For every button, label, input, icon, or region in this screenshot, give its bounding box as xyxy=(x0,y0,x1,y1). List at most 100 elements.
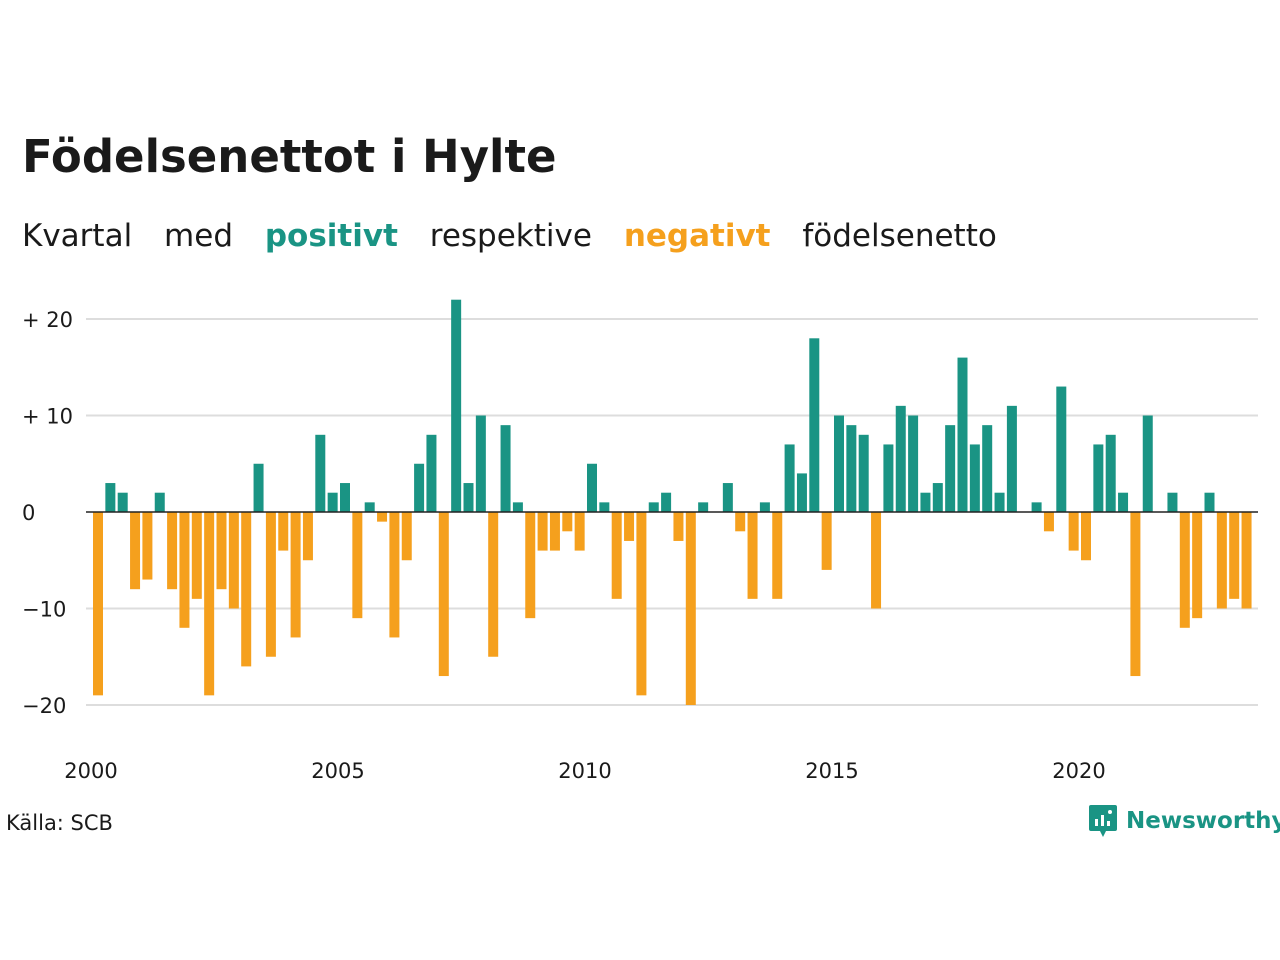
x-tick-label: 2005 xyxy=(311,759,364,783)
bar xyxy=(784,444,795,512)
bar xyxy=(821,512,832,570)
bar xyxy=(1142,415,1153,512)
bar xyxy=(982,425,993,512)
bar xyxy=(834,415,844,512)
bar xyxy=(1105,434,1116,512)
bar xyxy=(747,512,758,599)
bar xyxy=(1130,512,1141,677)
bar xyxy=(636,512,647,696)
bar xyxy=(302,512,313,561)
bar xyxy=(327,492,338,512)
x-tick-label: 2010 xyxy=(558,759,611,783)
bar xyxy=(451,299,462,512)
bar xyxy=(401,512,412,561)
bar xyxy=(587,463,597,512)
bar xyxy=(883,444,894,512)
bar xyxy=(352,512,363,619)
bar xyxy=(1031,502,1042,512)
y-tick-label: + 20 xyxy=(22,308,73,332)
bar xyxy=(673,512,684,541)
subtitle-word-fodelsenetto: födelsenetto xyxy=(802,218,997,254)
bar xyxy=(1179,512,1190,628)
subtitle-word-respektive: respektive xyxy=(429,218,592,254)
bar xyxy=(624,512,635,541)
bar xyxy=(130,512,141,590)
bar xyxy=(920,492,931,512)
newsworthy-logo: Newsworthy xyxy=(1088,803,1280,839)
bar xyxy=(117,492,128,512)
bar xyxy=(475,415,486,512)
bar xyxy=(241,512,252,667)
newsworthy-logo-text: Newsworthy xyxy=(1126,808,1280,834)
bar xyxy=(698,502,709,512)
bar xyxy=(1043,512,1054,532)
bar xyxy=(537,512,548,551)
bar xyxy=(858,434,869,512)
bar xyxy=(661,492,672,512)
bar xyxy=(969,444,980,512)
bar xyxy=(204,512,215,696)
bar xyxy=(599,502,610,512)
bar xyxy=(377,512,388,522)
bar xyxy=(1204,492,1215,512)
bar xyxy=(994,492,1005,512)
bar xyxy=(525,512,536,619)
bar xyxy=(142,512,153,580)
bar xyxy=(932,483,943,512)
bar xyxy=(500,425,511,512)
subtitle-negative-word: negativt xyxy=(623,218,771,254)
bar xyxy=(93,512,103,696)
bar xyxy=(179,512,190,628)
bar xyxy=(438,512,449,677)
subtitle-word-kvartal: Kvartal xyxy=(22,218,133,254)
bar xyxy=(648,502,659,512)
bar xyxy=(105,483,116,512)
bar xyxy=(278,512,289,551)
bar xyxy=(1081,512,1091,561)
bar xyxy=(512,502,523,512)
bar xyxy=(414,463,425,512)
bar xyxy=(340,483,350,512)
bar xyxy=(167,512,178,590)
bar xyxy=(265,512,276,657)
bar xyxy=(549,512,560,551)
x-tick-label: 2020 xyxy=(1052,759,1105,783)
bar xyxy=(735,512,746,532)
bar xyxy=(364,502,375,512)
x-tick-label: 2015 xyxy=(805,759,858,783)
bar xyxy=(685,512,696,705)
bar xyxy=(1167,492,1178,512)
bar xyxy=(796,473,807,512)
bar xyxy=(1056,386,1067,512)
bar xyxy=(1093,444,1104,512)
bar xyxy=(846,425,857,512)
bar xyxy=(871,512,882,609)
bar xyxy=(1229,512,1240,599)
y-tick-label: + 10 xyxy=(22,405,73,429)
bar xyxy=(562,512,573,532)
bar xyxy=(290,512,301,638)
bar xyxy=(574,512,585,551)
bar xyxy=(154,492,165,512)
subtitle-word-med: med xyxy=(164,218,233,254)
bar xyxy=(216,512,227,590)
bar xyxy=(488,512,499,657)
bar xyxy=(945,425,956,512)
bar xyxy=(253,463,264,512)
bar xyxy=(463,483,474,512)
bar xyxy=(895,405,906,512)
newsworthy-logo-icon xyxy=(1089,805,1117,837)
bar xyxy=(772,512,783,599)
bar xyxy=(315,434,326,512)
source-note: Källa: SCB xyxy=(6,811,113,835)
bar xyxy=(611,512,622,599)
bar xyxy=(908,415,919,512)
bar xyxy=(759,502,770,512)
bar xyxy=(957,357,968,512)
y-tick-label: −20 xyxy=(22,694,66,718)
bar xyxy=(1241,512,1252,609)
y-tick-label: 0 xyxy=(22,501,35,525)
chart-subtitle: Kvartal med positivt respektive negativt… xyxy=(22,218,1019,254)
